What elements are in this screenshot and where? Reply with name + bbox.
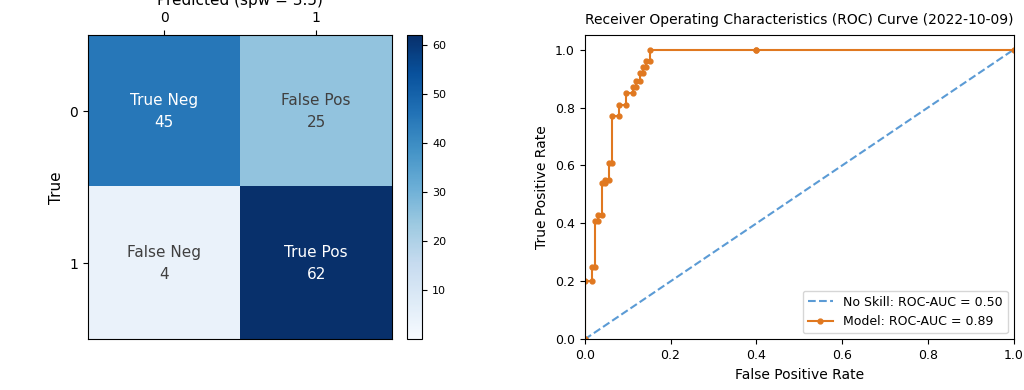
Line: Model: ROC-AUC = 0.89: Model: ROC-AUC = 0.89 <box>583 47 1016 342</box>
Model: ROC-AUC = 0.89: (0.016, 0.25): ROC-AUC = 0.89: (0.016, 0.25) <box>586 264 598 269</box>
Y-axis label: True: True <box>49 171 63 204</box>
Model: ROC-AUC = 0.89: (0.024, 0.25): ROC-AUC = 0.89: (0.024, 0.25) <box>589 264 601 269</box>
Model: ROC-AUC = 0.89: (0.144, 0.94): ROC-AUC = 0.89: (0.144, 0.94) <box>640 65 652 69</box>
Text: False Neg
4: False Neg 4 <box>127 245 201 282</box>
Model: ROC-AUC = 0.89: (0.08, 0.77): ROC-AUC = 0.89: (0.08, 0.77) <box>613 114 626 119</box>
Model: ROC-AUC = 0.89: (0, 0): ROC-AUC = 0.89: (0, 0) <box>579 337 591 342</box>
Model: ROC-AUC = 0.89: (0.016, 0.2): ROC-AUC = 0.89: (0.016, 0.2) <box>586 279 598 284</box>
Model: ROC-AUC = 0.89: (0.024, 0.41): ROC-AUC = 0.89: (0.024, 0.41) <box>589 218 601 223</box>
Model: ROC-AUC = 0.89: (0.136, 0.92): ROC-AUC = 0.89: (0.136, 0.92) <box>637 71 649 75</box>
Y-axis label: True Positive Rate: True Positive Rate <box>536 125 550 249</box>
Model: ROC-AUC = 0.89: (0.152, 1): ROC-AUC = 0.89: (0.152, 1) <box>644 47 656 52</box>
Model: ROC-AUC = 0.89: (0.128, 0.92): ROC-AUC = 0.89: (0.128, 0.92) <box>634 71 646 75</box>
Model: ROC-AUC = 0.89: (0.056, 0.61): ROC-AUC = 0.89: (0.056, 0.61) <box>602 160 614 165</box>
Model: ROC-AUC = 0.89: (0.056, 0.55): ROC-AUC = 0.89: (0.056, 0.55) <box>602 177 614 182</box>
Model: ROC-AUC = 0.89: (0.096, 0.85): ROC-AUC = 0.89: (0.096, 0.85) <box>620 91 632 96</box>
Model: ROC-AUC = 0.89: (0.04, 0.54): ROC-AUC = 0.89: (0.04, 0.54) <box>596 181 608 185</box>
Legend: No Skill: ROC-AUC = 0.50, Model: ROC-AUC = 0.89: No Skill: ROC-AUC = 0.50, Model: ROC-AUC… <box>803 291 1008 333</box>
Model: ROC-AUC = 0.89: (0.128, 0.89): ROC-AUC = 0.89: (0.128, 0.89) <box>634 79 646 84</box>
Model: ROC-AUC = 0.89: (0.032, 0.43): ROC-AUC = 0.89: (0.032, 0.43) <box>592 213 604 217</box>
Text: True Neg
45: True Neg 45 <box>130 92 198 130</box>
Model: ROC-AUC = 0.89: (0.112, 0.85): ROC-AUC = 0.89: (0.112, 0.85) <box>627 91 639 96</box>
Model: ROC-AUC = 0.89: (0.032, 0.41): ROC-AUC = 0.89: (0.032, 0.41) <box>592 218 604 223</box>
Model: ROC-AUC = 0.89: (0.112, 0.87): ROC-AUC = 0.89: (0.112, 0.87) <box>627 85 639 90</box>
Model: ROC-AUC = 0.89: (0.064, 0.77): ROC-AUC = 0.89: (0.064, 0.77) <box>606 114 618 119</box>
Model: ROC-AUC = 0.89: (0.4, 1): ROC-AUC = 0.89: (0.4, 1) <box>751 47 763 52</box>
Model: ROC-AUC = 0.89: (0.12, 0.89): ROC-AUC = 0.89: (0.12, 0.89) <box>630 79 642 84</box>
Title: Receiver Operating Characteristics (ROC) Curve (2022-10-09): Receiver Operating Characteristics (ROC)… <box>585 13 1014 27</box>
Text: False Pos
25: False Pos 25 <box>282 92 351 130</box>
Model: ROC-AUC = 0.89: (0.04, 0.43): ROC-AUC = 0.89: (0.04, 0.43) <box>596 213 608 217</box>
Text: True Pos
62: True Pos 62 <box>285 245 348 282</box>
Model: ROC-AUC = 0.89: (0.12, 0.87): ROC-AUC = 0.89: (0.12, 0.87) <box>630 85 642 90</box>
Model: ROC-AUC = 0.89: (0.136, 0.94): ROC-AUC = 0.89: (0.136, 0.94) <box>637 65 649 69</box>
Model: ROC-AUC = 0.89: (0.096, 0.81): ROC-AUC = 0.89: (0.096, 0.81) <box>620 102 632 107</box>
Model: ROC-AUC = 0.89: (0.048, 0.54): ROC-AUC = 0.89: (0.048, 0.54) <box>599 181 611 185</box>
Title: Confusion Matrix (2022-10-09)
Predicted (spw = 3.5): Confusion Matrix (2022-10-09) Predicted … <box>123 0 357 7</box>
Model: ROC-AUC = 0.89: (0.152, 0.96): ROC-AUC = 0.89: (0.152, 0.96) <box>644 59 656 64</box>
Model: ROC-AUC = 0.89: (1, 1): ROC-AUC = 0.89: (1, 1) <box>1008 47 1020 52</box>
Model: ROC-AUC = 0.89: (0.048, 0.55): ROC-AUC = 0.89: (0.048, 0.55) <box>599 177 611 182</box>
Model: ROC-AUC = 0.89: (0.144, 0.96): ROC-AUC = 0.89: (0.144, 0.96) <box>640 59 652 64</box>
X-axis label: False Positive Rate: False Positive Rate <box>734 368 864 381</box>
Model: ROC-AUC = 0.89: (0.4, 1): ROC-AUC = 0.89: (0.4, 1) <box>751 47 763 52</box>
Model: ROC-AUC = 0.89: (0, 0.2): ROC-AUC = 0.89: (0, 0.2) <box>579 279 591 284</box>
Model: ROC-AUC = 0.89: (0, 0): ROC-AUC = 0.89: (0, 0) <box>579 337 591 342</box>
Model: ROC-AUC = 0.89: (0.08, 0.81): ROC-AUC = 0.89: (0.08, 0.81) <box>613 102 626 107</box>
Model: ROC-AUC = 0.89: (0.064, 0.61): ROC-AUC = 0.89: (0.064, 0.61) <box>606 160 618 165</box>
